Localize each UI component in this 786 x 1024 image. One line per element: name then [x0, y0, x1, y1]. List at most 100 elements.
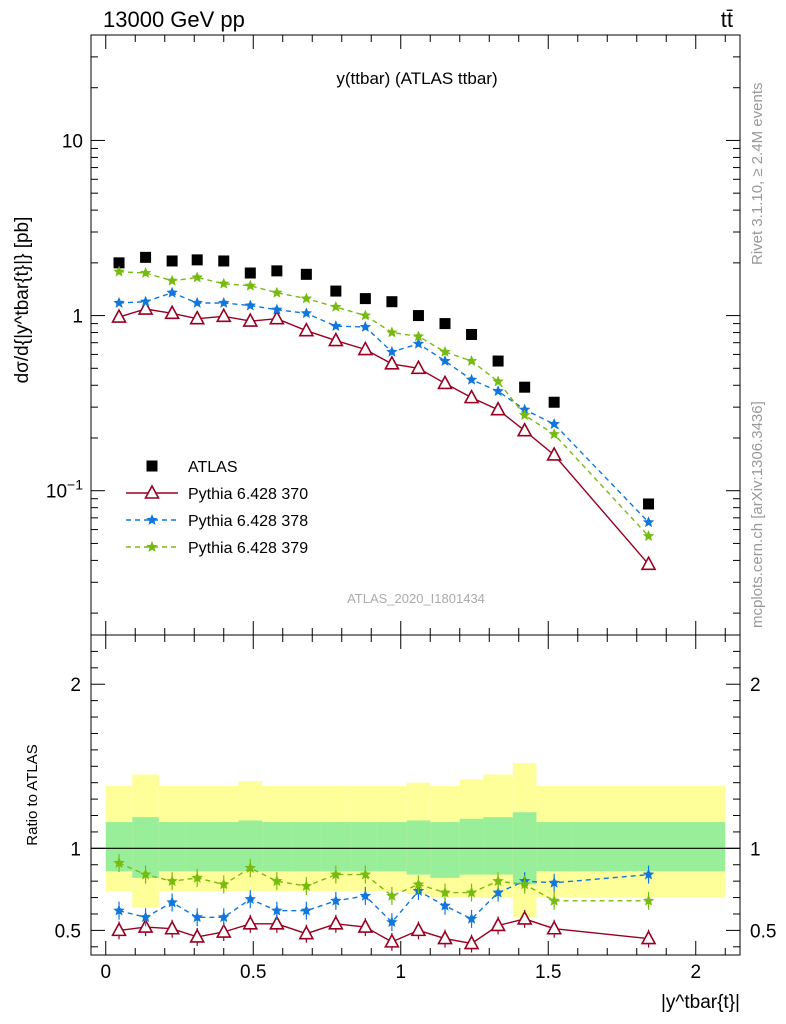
legend-entry: ATLAS [146, 459, 238, 476]
ratio-point [642, 868, 655, 880]
ratio-point [465, 912, 478, 924]
series-pythia-3 [113, 265, 655, 542]
uncertainty-band-stat [321, 822, 351, 872]
data-point [191, 296, 203, 308]
ratio-point [139, 911, 152, 923]
data-point [139, 267, 152, 278]
ratio-y-tick-label-right: 2 [750, 675, 761, 696]
ratio-point [242, 915, 259, 930]
legend-marker [146, 460, 158, 472]
ratio-point [492, 886, 504, 898]
ratio-y-tick-label-right: 0.5 [750, 921, 776, 942]
data-point [518, 409, 531, 421]
data-point [492, 385, 504, 397]
data-point [300, 292, 313, 304]
legend-label: Pythia 6.428 370 [188, 486, 308, 503]
ratio-panel: 0.5 0.5 1 1 2 2 0 0.5 1 1.5 2 Ratio to ATLAS |y^tb… [24, 634, 776, 1013]
uncertainty-band-stat [350, 822, 378, 872]
x-tick-label: 2 [690, 962, 701, 983]
energy-label: 13000 GeV pp [103, 7, 245, 32]
data-point [548, 396, 560, 408]
ratio-point [463, 934, 480, 950]
ratio-point [548, 876, 560, 888]
ratio-point [546, 920, 562, 935]
legend-label: Pythia 6.428 379 [188, 540, 308, 557]
ratio-point [492, 875, 504, 887]
uncertainty-band-stat [483, 817, 513, 875]
x-tick-label: 0 [100, 962, 111, 983]
ratio-point [439, 886, 451, 898]
x-tick-label: 1 [395, 962, 406, 983]
data-point [465, 355, 478, 366]
main-ylabel: dσ/d{|y^tbar{t}|} [pb] [12, 217, 33, 384]
uncertainty-band-stat [158, 822, 186, 872]
legend-entry: Pythia 6.428 370 [126, 484, 308, 503]
process-label: tt̄ [721, 7, 733, 32]
data-point [140, 251, 152, 263]
ratio-point [516, 910, 533, 925]
data-point [548, 418, 560, 429]
svg-text:Ratio to ATLAS: Ratio to ATLAS [24, 744, 41, 845]
data-point [191, 271, 203, 283]
series-line [118, 271, 650, 537]
rivet-label: Rivet 3.1.10, ≥ 2.4M events [749, 83, 766, 266]
ratio-point [218, 878, 230, 890]
ratio-point [330, 868, 342, 880]
ratio-point [518, 878, 531, 890]
ratio-point [215, 923, 232, 938]
ratio-y-tick-label-right: 1 [750, 839, 761, 860]
data-point [412, 310, 424, 322]
x-tick-label: 1.5 [535, 962, 561, 983]
data-point [519, 381, 531, 393]
ratio-frame [90, 634, 741, 956]
ratio-point [439, 899, 451, 911]
mcplots-label: mcplots.cern.ch [arXiv:1306.3436] [749, 401, 766, 628]
data-point [218, 296, 230, 308]
data-point [166, 286, 178, 298]
ratio-point [300, 880, 313, 891]
data-point [642, 530, 655, 542]
ratio-point [300, 904, 313, 916]
ratio-series-3 [113, 854, 655, 910]
uncertainty-band-stat [406, 820, 431, 875]
data-point [328, 331, 344, 347]
data-point [548, 428, 560, 440]
data-point [191, 254, 203, 266]
data-point [386, 296, 398, 308]
data-point [218, 255, 230, 267]
data-point [516, 422, 533, 437]
data-point [113, 257, 125, 269]
uncertainty-band-stat [185, 822, 209, 872]
data-point [113, 265, 125, 277]
uncertainty-band-stat [209, 822, 239, 872]
data-point [271, 286, 283, 298]
ratio-point [244, 893, 257, 905]
x-tick-label: 0.5 [240, 962, 266, 983]
ratio-point [386, 916, 398, 928]
data-point [357, 340, 374, 356]
data-point [640, 555, 657, 571]
data-point [139, 295, 152, 307]
ratio-point [328, 915, 344, 930]
data-point [492, 375, 504, 387]
ratio-point [191, 911, 203, 923]
data-point [466, 328, 478, 340]
ratio-point [111, 921, 127, 937]
data-point [359, 293, 371, 305]
ratio-point [244, 862, 257, 873]
ratio-y-tick-label: 2 [70, 675, 81, 696]
data-point [330, 285, 342, 297]
ratio-point [437, 929, 453, 945]
ratio-point [164, 920, 180, 935]
uncertainty-band-stat [430, 822, 460, 878]
svg-text:mcplots.cern.ch [arXiv:1306.34: mcplots.cern.ch [arXiv:1306.3436] [749, 401, 766, 628]
ratio-line [118, 862, 649, 902]
legend-entry: Pythia 6.428 378 [126, 513, 308, 530]
data-point [300, 307, 313, 319]
data-point [137, 300, 154, 315]
data-point [384, 355, 400, 370]
data-point [113, 296, 125, 308]
series-pythia-1 [111, 300, 657, 571]
ratio-point [189, 928, 206, 943]
